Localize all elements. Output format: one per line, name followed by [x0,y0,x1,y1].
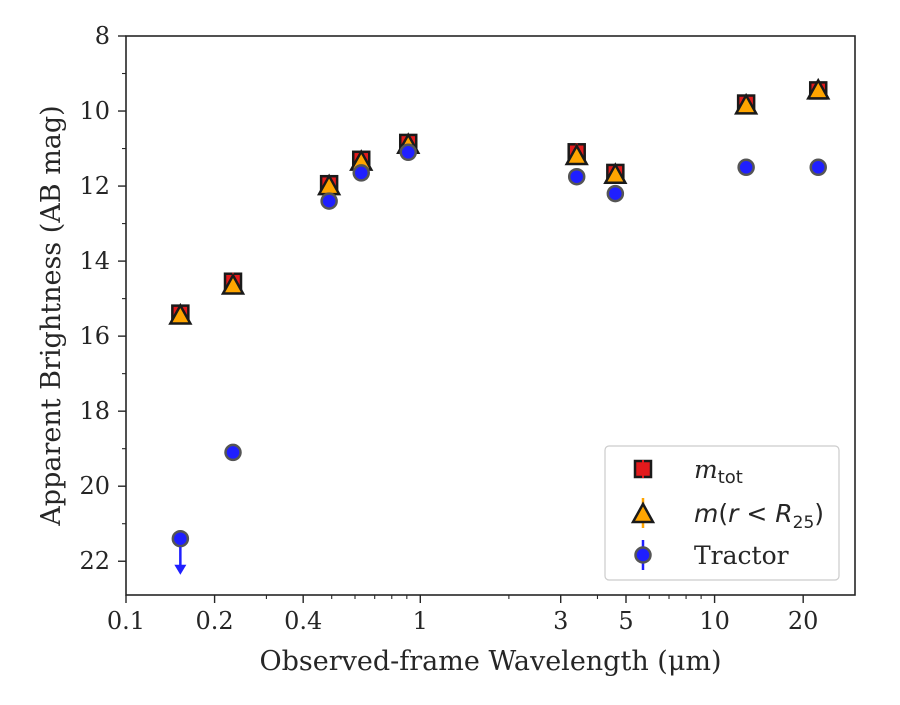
data-point-circle [399,143,417,162]
series-square [171,81,828,323]
data-point-circle [224,443,242,462]
data-point-circle [352,164,370,182]
data-point-circle [171,529,190,548]
legend-label-tractor: Tractor [694,541,789,570]
y-tick-label: 18 [79,397,110,425]
data-point-triangle [168,302,193,325]
y-tick-label: 12 [79,172,110,200]
legend-marker-triangle [630,501,656,524]
data-point-circle [606,184,625,203]
data-point-circle [567,167,586,186]
data-point-triangle [564,143,589,166]
y-tick-label: 10 [79,97,110,125]
legend: mtot m(r < R25) Tractor [604,445,840,581]
x-tick-label: 3 [553,607,568,635]
y-tick-label: 8 [95,22,110,50]
y-axis-label: Apparent Brightness (AB mag) [36,105,67,526]
plot-frame [125,35,856,596]
x-tick-label: 0.2 [196,607,234,635]
legend-label-m-r-r25: m(r < R25) [694,499,824,533]
upper-limit-arrowhead [174,564,187,575]
x-tick-label: 20 [788,607,819,635]
data-point-triangle [603,162,628,185]
legend-label-mtot: mtot [694,455,743,488]
series-triangle [168,77,831,325]
data-point-triangle [734,92,759,115]
data-point-circle [809,158,827,177]
x-tick-label: 0.1 [107,607,145,635]
x-tick-label: 0.4 [284,607,322,635]
legend-box [604,445,840,581]
data-point-circle [737,158,755,177]
y-tick-label: 22 [79,547,110,575]
data-point-triangle [806,77,831,100]
x-tick-label: 5 [618,607,633,635]
x-tick-label: 1 [413,607,428,635]
y-tick-label: 16 [79,322,110,350]
y-tick-label: 20 [79,472,110,500]
x-tick-label: 10 [699,607,730,635]
data-point-circle [320,192,338,210]
data-point-triangle [220,272,246,295]
series-circle [171,143,827,575]
legend-marker-circle [634,546,652,564]
y-tick-label: 14 [79,247,110,275]
x-axis-label: Observed-frame Wavelength (μm) [259,646,721,677]
